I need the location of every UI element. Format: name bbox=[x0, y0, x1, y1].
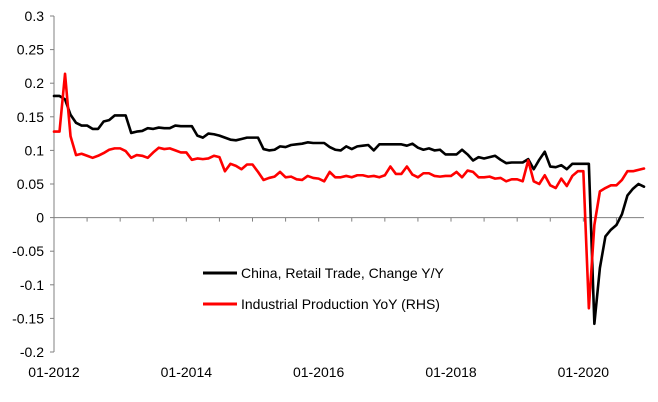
y-tick-label: 0.1 bbox=[25, 142, 45, 158]
y-tick-label: 0.3 bbox=[25, 8, 45, 24]
y-tick-label: 0.15 bbox=[17, 109, 44, 125]
y-tick-label: 0 bbox=[36, 210, 44, 226]
y-tick-label: 0.2 bbox=[25, 75, 45, 91]
x-tick-label: 01-2014 bbox=[161, 364, 213, 380]
legend-label-industrial-production: Industrial Production YoY (RHS) bbox=[241, 296, 440, 312]
x-tick-label: 01-2020 bbox=[558, 364, 610, 380]
axes-layer: 0.3 0.25 0.2 0.15 0.1 0.05 0 -0.05 -0.1 -0.15 -0.2… bbox=[12, 8, 644, 380]
series-line-retail-trade bbox=[52, 94, 646, 326]
x-tick-label: 01-2012 bbox=[28, 364, 80, 380]
y-tick-label: -0.15 bbox=[12, 310, 44, 326]
legend-label-retail-trade: China, Retail Trade, Change Y/Y bbox=[241, 265, 445, 281]
y-tick-label: -0.05 bbox=[12, 243, 44, 259]
y-tick-label: -0.2 bbox=[20, 344, 44, 360]
x-tick-label: 01-2018 bbox=[425, 364, 477, 380]
legend: China, Retail Trade, Change Y/Y Industri… bbox=[203, 265, 445, 312]
y-tick-label: 0.25 bbox=[17, 42, 44, 58]
series-line-industrial-production bbox=[52, 72, 646, 310]
x-tick-label: 01-2016 bbox=[293, 364, 345, 380]
y-tick-label: 0.05 bbox=[17, 176, 44, 192]
series-layer bbox=[52, 72, 646, 326]
y-tick-label: -0.1 bbox=[20, 277, 44, 293]
